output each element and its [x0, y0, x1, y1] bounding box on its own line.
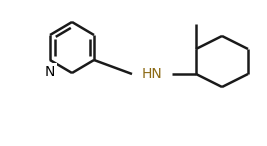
Text: N: N [45, 65, 55, 79]
Text: HN: HN [142, 67, 162, 81]
